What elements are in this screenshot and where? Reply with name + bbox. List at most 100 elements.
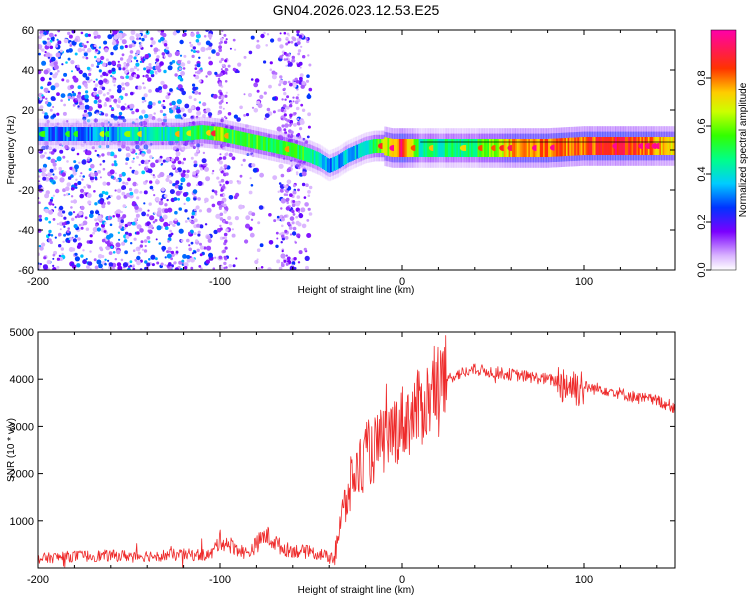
spectrogram-ridge-cell — [520, 139, 523, 157]
spectrogram-noise-point — [129, 260, 133, 264]
spectrogram-noise-point — [276, 237, 279, 240]
spectrogram-noise-point — [95, 48, 98, 52]
spectrogram-noise-point — [77, 91, 81, 95]
spectrogram-noise-point — [201, 226, 204, 229]
spectrogram-noise-point — [283, 31, 287, 35]
spectrogram-ridge-cell — [484, 139, 487, 157]
spectrogram-noise-point — [278, 83, 282, 87]
spectrogram-ridge-cell — [289, 142, 292, 157]
spectrogram-noise-point — [101, 86, 106, 91]
spectrogram-noise-point — [259, 172, 264, 178]
spectrogram-noise-point — [91, 146, 95, 150]
spectrogram-ridge-cell — [408, 139, 412, 157]
spectrogram-noise-point — [184, 173, 190, 179]
spectrogram-ridge-cell — [495, 139, 498, 157]
spectrogram-noise-point — [88, 240, 93, 244]
spectrogram-ridge-cell — [539, 139, 543, 157]
spectrogram-noise-point — [254, 78, 260, 83]
spectrogram-noise-point — [77, 181, 82, 185]
spectrogram-ridge-cell — [446, 139, 449, 157]
spectrogram-noise-point — [97, 89, 103, 95]
spectrogram-noise-point — [161, 245, 167, 251]
spectrogram-noise-point — [72, 171, 77, 176]
spectrogram-ridge-cell — [416, 139, 420, 157]
spectrogram-noise-point — [87, 156, 90, 160]
spectrogram-noise-point — [119, 37, 123, 41]
spectrogram-noise-point — [39, 105, 44, 109]
spectrogram-noise-point — [220, 96, 225, 100]
spectrogram-noise-point — [282, 157, 286, 160]
spectrogram-noise-point — [106, 151, 111, 156]
spectrogram-ridge-cell — [511, 139, 515, 157]
spectrogram-noise-point — [91, 179, 94, 183]
spectrogram-noise-point — [276, 215, 280, 219]
spectrogram-noise-point — [77, 123, 83, 128]
spectrogram-noise-point — [193, 197, 197, 201]
spectrogram-noise-point — [128, 44, 133, 49]
spectrogram-noise-point — [284, 118, 288, 121]
spectrogram-ridge-cell — [482, 139, 485, 157]
spectrogram-noise-point — [197, 197, 201, 201]
spectrogram-noise-point — [248, 190, 253, 195]
spectrogram-noise-point — [78, 161, 81, 164]
spectrogram-noise-point — [276, 259, 281, 264]
spectrogram-noise-point — [85, 56, 89, 60]
spectrogram-noise-point — [223, 65, 226, 68]
x-tick-label: 0 — [399, 276, 405, 288]
spectrogram-noise-point — [233, 195, 238, 200]
spectrogram-noise-point — [139, 244, 143, 248]
spectrogram-noise-point — [103, 230, 107, 233]
spectrogram-noise-point — [49, 240, 53, 245]
spectrogram-noise-point — [154, 70, 158, 74]
spectrogram-noise-point — [169, 88, 173, 92]
spectrogram-noise-point — [200, 164, 204, 168]
spectrogram-noise-point — [148, 89, 152, 93]
spectrogram-noise-point — [218, 48, 222, 53]
spectrogram-noise-point — [56, 265, 60, 269]
spectrogram-noise-point — [143, 190, 148, 195]
spectrogram-noise-point — [212, 169, 215, 173]
spectrogram-noise-point — [103, 119, 109, 125]
spectrogram-noise-point — [237, 70, 240, 73]
spectrogram-noise-point — [191, 215, 195, 219]
spectrogram-ridge-cell — [202, 125, 205, 140]
spectrogram-noise-point — [253, 82, 259, 88]
spectrogram-noise-point — [42, 176, 47, 181]
spectrogram-noise-point — [63, 38, 69, 44]
spectrogram-noise-point — [205, 259, 210, 264]
spectrogram-noise-point — [101, 112, 105, 116]
spectrogram-ridge-cell — [294, 143, 297, 158]
spectrogram-noise-point — [137, 85, 142, 90]
spectrogram-ridge-cell — [548, 138, 551, 157]
spectrogram-noise-point — [242, 158, 246, 162]
spectrogram-noise-point — [96, 259, 102, 265]
spectrogram-noise-point — [155, 58, 160, 62]
spectrogram-ridge-cell — [346, 148, 349, 163]
spectrogram-noise-point — [200, 267, 203, 270]
spectrogram-noise-point — [186, 258, 191, 263]
spectrogram-noise-point — [305, 183, 309, 187]
spectrogram-noise-point — [166, 250, 170, 254]
spectrogram-ridge-cell — [167, 127, 171, 141]
spectrogram-noise-point — [195, 115, 199, 119]
spectrogram-ridge-cell — [269, 138, 272, 153]
spectrogram-noise-point — [76, 94, 82, 99]
spectrogram-noise-point — [46, 259, 51, 265]
spectrogram-noise-point — [66, 182, 71, 187]
spectrogram-noise-point — [169, 180, 172, 183]
spectrogram-noise-point — [309, 185, 313, 190]
spectrogram-noise-point — [220, 57, 224, 62]
spectrogram-noise-point — [173, 146, 177, 151]
spectrogram-noise-point — [132, 265, 135, 269]
spectrogram-noise-point — [220, 178, 225, 183]
spectrogram-noise-point — [102, 167, 106, 171]
spectrogram-noise-point — [286, 201, 290, 205]
spectrogram-noise-point — [82, 259, 87, 265]
spectrogram-ridge-cell — [398, 139, 402, 157]
spectrogram-ridge-cell — [295, 144, 299, 159]
spectrogram-noise-point — [287, 41, 290, 44]
spectrogram-noise-point — [133, 237, 137, 241]
spectrogram-noise-point — [285, 53, 289, 57]
spectrogram-noise-point — [175, 169, 179, 173]
spectrogram-noise-point — [267, 134, 271, 138]
